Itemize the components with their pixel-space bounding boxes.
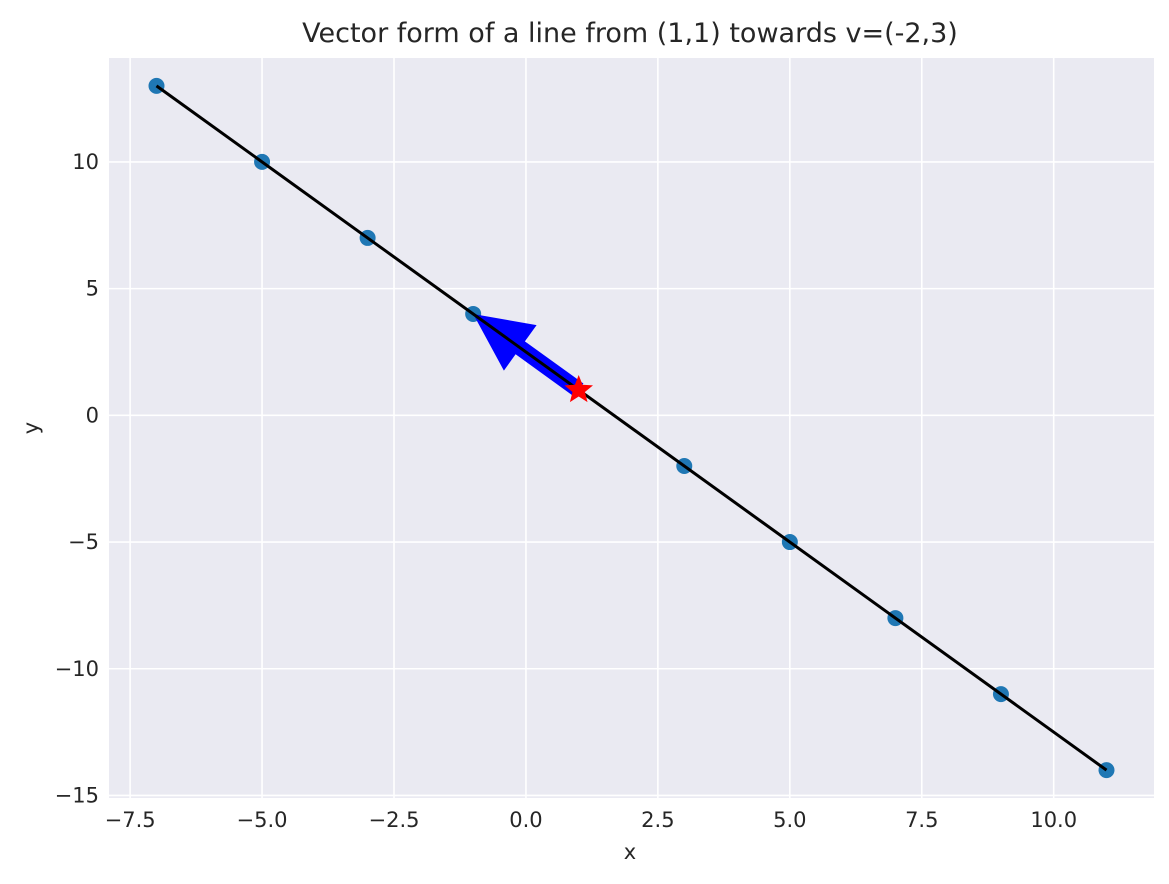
y-tick-label: −15 [55, 783, 99, 807]
x-tick-label: −7.5 [105, 808, 156, 832]
y-tick-label: 5 [86, 277, 99, 301]
y-axis-label: y [19, 422, 43, 434]
y-tick-label: −5 [68, 530, 99, 554]
x-tick-label: 7.5 [905, 808, 938, 832]
y-tick-label: −10 [55, 657, 99, 681]
x-tick-label: −5.0 [237, 808, 288, 832]
x-tick-label: 10.0 [1030, 808, 1077, 832]
grid-lines [109, 58, 1154, 798]
x-tick-label: 5.0 [773, 808, 806, 832]
x-axis-label: x [624, 840, 636, 864]
y-tick-label: 10 [72, 150, 99, 174]
y-tick-label: 0 [86, 403, 99, 427]
x-tick-label: 2.5 [641, 808, 674, 832]
chart-title: Vector form of a line from (1,1) towards… [302, 18, 958, 49]
start-point-star [564, 375, 593, 403]
x-tick-label: −2.5 [369, 808, 420, 832]
vector-line [155, 84, 1108, 772]
tick-labels: −7.5 −5.0 −2.5 0.0 2.5 5.0 7.5 10.0 −15 −10 −5 0 5 10 [55, 150, 1077, 832]
data-layer [148, 77, 1115, 779]
x-tick-label: 0.0 [509, 808, 542, 832]
